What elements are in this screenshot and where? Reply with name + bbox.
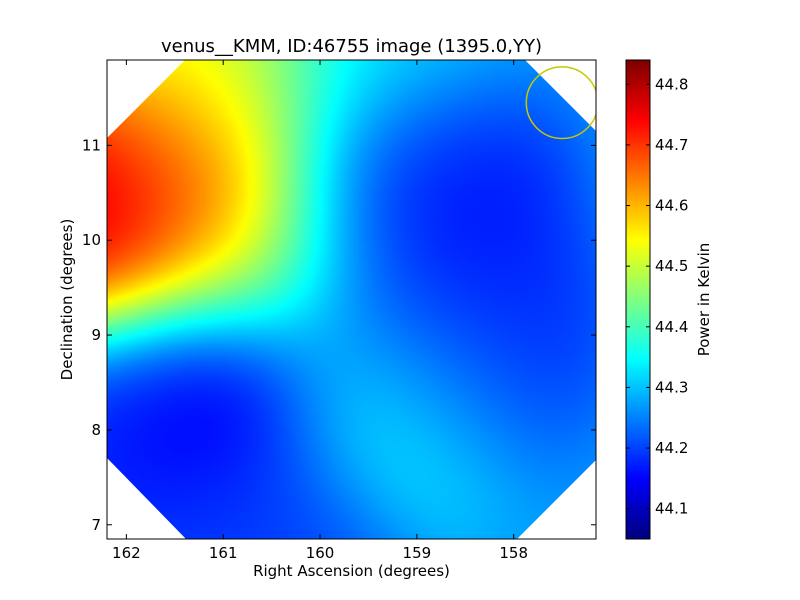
- colorbar-ticks: 44.1 44.2 44.3 44.4 44.5 44.6 44.7 44.8: [626, 75, 688, 518]
- colorbar-tick-label: 44.1: [655, 500, 688, 518]
- y-tick-label: 8: [91, 421, 101, 439]
- colorbar-gradient: [626, 60, 650, 539]
- heatmap-image: [107, 60, 596, 539]
- colorbar-label: Power in Kelvin: [695, 243, 713, 357]
- y-tick-label: 10: [82, 231, 101, 249]
- y-axis-label: Declination (degrees): [58, 219, 76, 381]
- x-axis-label: Right Ascension (degrees): [253, 562, 450, 580]
- y-tick-label: 11: [82, 136, 101, 154]
- colorbar-tick-label: 44.3: [655, 378, 688, 396]
- colorbar-tick-label: 44.8: [655, 75, 688, 93]
- y-axis-ticks: 7 8 9 10 11: [82, 136, 596, 534]
- colorbar-tick-label: 44.2: [655, 439, 688, 457]
- x-tick-label: 162: [112, 544, 141, 562]
- colorbar-tick-label: 44.7: [655, 136, 688, 154]
- x-axis-ticks: 162 161 160 159 158: [112, 60, 528, 562]
- map-corner-blank: [107, 60, 185, 138]
- x-tick-label: 159: [403, 544, 432, 562]
- y-tick-label: 7: [91, 516, 101, 534]
- beam-circle: [525, 66, 596, 140]
- colorbar-tick-label: 44.6: [655, 197, 688, 215]
- map-corner-blank: [525, 60, 596, 131]
- chart-title: venus__KMM, ID:46755 image (1395.0,YY): [161, 36, 542, 57]
- x-tick-label: 160: [306, 544, 335, 562]
- x-tick-label: 158: [499, 544, 528, 562]
- colorbar-frame: [625, 59, 651, 540]
- y-tick-label: 9: [91, 326, 101, 344]
- colorbar-tick-label: 44.4: [655, 318, 688, 336]
- colorbar: 44.1 44.2 44.3 44.4 44.5 44.6 44.7 44.8 Power i…: [625, 59, 713, 540]
- map-corner-blank: [107, 458, 186, 539]
- colorbar-tick-label: 44.5: [655, 257, 688, 275]
- x-tick-label: 161: [209, 544, 238, 562]
- heatmap-area: [107, 60, 596, 539]
- axes-frame: [106, 59, 597, 540]
- map-corner-blank: [517, 460, 596, 539]
